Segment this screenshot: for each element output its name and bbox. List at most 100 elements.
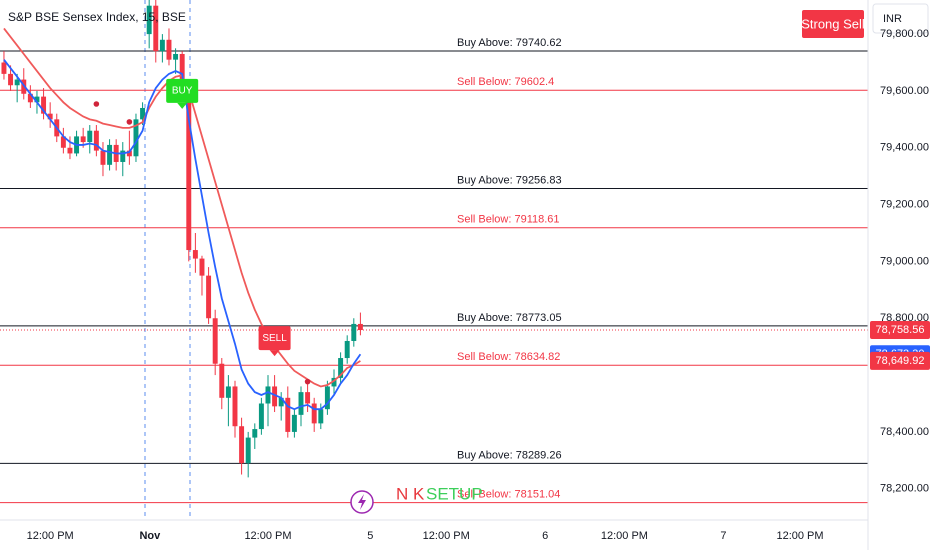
- candle-body: [324, 386, 330, 410]
- level-label: Buy Above: 78289.26: [457, 449, 562, 461]
- level-label: Buy Above: 79740.62: [457, 37, 562, 49]
- x-tick-label: 6: [542, 530, 548, 542]
- candle-body: [80, 136, 86, 143]
- y-tick-label: 79,400.00: [880, 142, 929, 154]
- candle-body: [41, 96, 47, 114]
- candle-body: [192, 250, 198, 259]
- plot-area: Buy Above: 79740.62 Sell Below: 79602.4 Bu…: [0, 0, 868, 503]
- candle-body: [100, 150, 106, 165]
- x-tick-label: 7: [720, 530, 726, 542]
- signal-label: SELL: [262, 333, 287, 344]
- badge: Strong Sell: [801, 16, 865, 31]
- candle-body: [258, 403, 264, 430]
- signal-dot: [304, 378, 311, 385]
- candle-body: [133, 119, 139, 157]
- price-label: 78,649.92: [876, 355, 925, 367]
- y-tick-label: 79,600.00: [880, 85, 929, 97]
- candle-body: [153, 5, 159, 52]
- badge-bg: [802, 10, 864, 38]
- x-tick-label: 12:00 PM: [601, 530, 648, 542]
- candle-body: [8, 73, 14, 86]
- candle-body: [199, 258, 205, 276]
- signal-pointer: [269, 350, 280, 357]
- candle-body: [27, 93, 33, 103]
- candle-body: [146, 5, 152, 35]
- price-label-bg: [870, 351, 930, 370]
- candle-body: [1, 62, 7, 74]
- candle-body: [298, 392, 304, 415]
- level-label: Sell Below: 79602.4: [457, 76, 554, 88]
- level-label: Sell Below: 79118.61: [457, 214, 560, 226]
- candle-body: [47, 113, 53, 120]
- y-tick-label: 79,800.00: [880, 28, 929, 40]
- watermark: SETUP: [426, 484, 483, 503]
- candle-body: [34, 96, 40, 103]
- candle-body: [272, 386, 278, 407]
- candle-body: [252, 429, 258, 438]
- level-label: Sell Below: 78151.04: [457, 489, 560, 501]
- x-tick-label: 12:00 PM: [244, 530, 291, 542]
- candle-body: [338, 358, 344, 378]
- candle-body: [305, 392, 311, 404]
- candle-body: [225, 386, 231, 398]
- level-label: Buy Above: 78773.05: [457, 312, 562, 324]
- candle-body: [60, 136, 66, 148]
- level-label: Sell Below: 78634.82: [457, 351, 560, 363]
- candle-body: [186, 85, 192, 251]
- candle-body: [67, 147, 73, 154]
- signal-dot: [93, 101, 100, 107]
- candle-body: [239, 426, 245, 464]
- signal-pointer: [177, 102, 188, 109]
- y-tick-label: 78,200.00: [880, 483, 929, 495]
- y-tick-label: 79,000.00: [880, 255, 929, 267]
- candle-body: [285, 397, 291, 432]
- candle-body: [357, 323, 363, 331]
- x-tick-label: 12:00 PM: [423, 530, 470, 542]
- candle-body: [140, 107, 146, 120]
- x-tick-label: Nov: [139, 530, 161, 542]
- candle-body: [311, 403, 317, 424]
- candle-body: [278, 397, 284, 407]
- candle-body: [318, 409, 324, 424]
- watermark: N K: [396, 484, 425, 503]
- candle-body: [166, 39, 172, 60]
- candle-body: [265, 386, 271, 404]
- candle-body: [206, 275, 212, 319]
- candle-body: [126, 150, 132, 157]
- alert-icon-bolt: [358, 494, 366, 510]
- x-tick-label: 12:00 PM: [776, 530, 823, 542]
- price-label: 78,758.56: [876, 324, 925, 336]
- y-tick-label: 79,200.00: [880, 198, 929, 210]
- signal-label: BUY: [172, 86, 193, 97]
- price-label-bg: [870, 321, 930, 340]
- candle-body: [351, 323, 357, 341]
- candle-body: [93, 130, 99, 151]
- chart-title: S&P BSE Sensex Index, 15, BSE: [8, 10, 186, 24]
- signal-box: [166, 78, 199, 103]
- candle-body: [179, 53, 185, 86]
- candle-body: [87, 130, 93, 143]
- candle-body: [212, 318, 218, 364]
- signal-dot: [126, 119, 133, 125]
- candle-body: [344, 340, 350, 359]
- candle-body: [219, 363, 225, 398]
- candle-body: [331, 377, 337, 387]
- candle-body: [159, 39, 165, 52]
- level-label: Buy Above: 79256.83: [457, 174, 562, 186]
- currency-box[interactable]: [872, 3, 929, 34]
- signal-box: [258, 326, 291, 351]
- y-tick-label: 78,400.00: [880, 426, 929, 438]
- candle-body: [173, 53, 179, 60]
- candle-body: [245, 437, 251, 464]
- candle-body: [291, 414, 297, 432]
- x-tick-label: 5: [367, 530, 373, 542]
- candle-body: [14, 79, 20, 86]
- candle-body: [107, 144, 113, 165]
- ma-line: [3, 59, 362, 411]
- candle-body: [232, 386, 238, 427]
- candle-body: [120, 150, 126, 162]
- currency[interactable]: INR: [883, 13, 902, 25]
- x-tick-label: 12:00 PM: [27, 530, 74, 542]
